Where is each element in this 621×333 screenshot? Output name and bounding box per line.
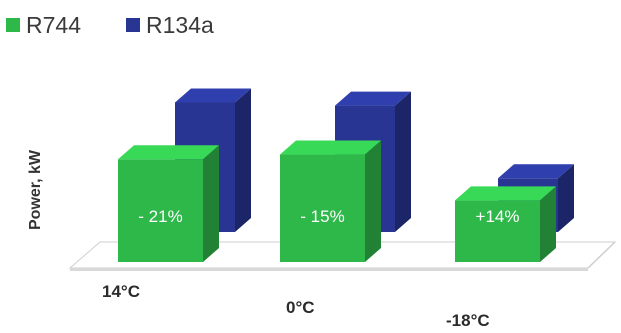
bar-r744-2-side — [540, 186, 556, 262]
bar-r134a-0-side — [235, 88, 251, 232]
bar-annotation-2: +14% — [476, 207, 520, 226]
bar-r744-0-front — [118, 159, 203, 262]
legend-swatch-r744 — [6, 18, 20, 32]
bar-r744-1 — [280, 140, 381, 262]
bar-annotation-1: - 15% — [300, 207, 344, 226]
category-label-0c: 0°C — [286, 298, 315, 317]
category-label-minus18c: -18°C — [446, 311, 490, 330]
bar-r744-1-top — [280, 140, 381, 155]
category-label-14c: 14°C — [102, 282, 140, 301]
bar-r744-2-front — [455, 200, 540, 262]
legend-swatch-r134a — [126, 18, 140, 32]
bars: - 21% - 15% +14% — [118, 88, 574, 262]
bar-r744-0-top — [118, 145, 219, 160]
legend-label-r744: R744 — [26, 12, 81, 38]
bar-r744-1-side — [365, 140, 381, 262]
bar-r134a-2-top — [498, 164, 574, 179]
bar-r134a-2-side — [558, 164, 574, 232]
y-axis-label: Power, kW — [27, 149, 44, 230]
floor-right-edge — [587, 241, 616, 269]
legend: R744 R134a — [6, 12, 214, 38]
bar-r134a-1-top — [335, 91, 411, 106]
legend-label-r134a: R134a — [146, 12, 214, 38]
bar-r744-0-side — [203, 145, 219, 262]
bar-r744-0 — [118, 145, 219, 262]
bar-annotation-0: - 21% — [138, 207, 182, 226]
bar-r134a-1-side — [395, 91, 411, 232]
floor-front-edge — [70, 268, 588, 271]
bar-r744-1-front — [280, 154, 365, 262]
bar-r744-2-top — [455, 186, 556, 201]
bar-r134a-0-top — [175, 88, 251, 103]
bar-r744-2 — [455, 186, 556, 262]
